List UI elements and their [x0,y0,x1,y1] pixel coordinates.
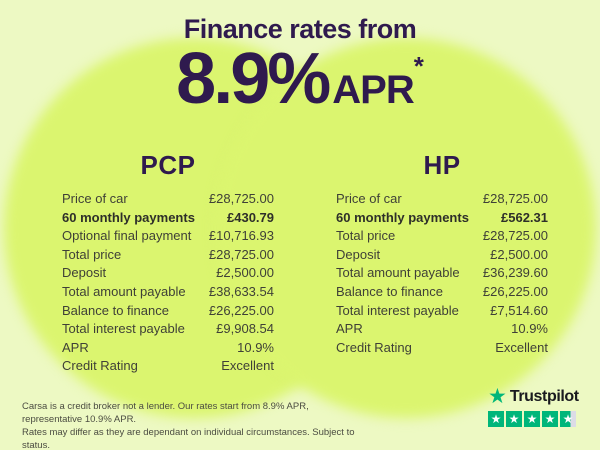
star-icon: ★ [488,411,504,427]
finance-row: Credit Rating Excellent [62,357,274,376]
row-value: 10.9% [511,321,548,337]
rate-value: 8.9% [176,39,331,119]
row-label: Deposit [62,265,107,281]
row-label: Total price [336,228,396,244]
finance-row: 60 monthly payments £430.79 [62,209,274,228]
finance-row: Total price £28,725.00 [62,246,274,265]
finance-row: Deposit £2,500.00 [336,246,548,265]
row-label: APR [336,321,363,337]
row-value: £28,725.00 [482,191,548,206]
row-value: Excellent [221,358,274,374]
row-label: Deposit [336,246,381,262]
row-value: £26,225.00 [482,283,548,299]
background-circle-right [216,38,596,418]
finance-row: Total interest payable £7,514.60 [336,302,548,321]
row-value: £28,725.00 [208,246,274,262]
row-value: £36,239.60 [482,265,548,281]
row-value: £7,514.60 [490,302,548,318]
star-icon: ★ [524,411,540,427]
row-value: 10.9% [237,339,274,355]
rate-suffix: APR [332,68,414,112]
trustpilot-badge: ★ Trustpilot ★ ★ ★ ★ ★ [488,386,580,427]
row-value: £26,225.00 [208,302,274,318]
row-value: Excellent [495,339,548,355]
rate-asterisk: * [413,51,424,81]
finance-row: Credit Rating Excellent [336,339,548,358]
disclaimer-text: Carsa is a credit broker not a lender. O… [22,400,362,450]
finance-row: Total price £28,725.00 [336,227,548,246]
finance-row: Total interest payable £9,908.54 [62,320,274,339]
finance-row: Total amount payable £36,239.60 [336,264,548,283]
row-label: 60 monthly payments [336,209,469,225]
row-label: 60 monthly payments [62,209,195,225]
trustpilot-star-icon: ★ [488,385,507,408]
row-label: Total interest payable [336,302,459,318]
pcp-column-title: PCP [140,150,196,180]
row-label: Credit Rating [62,358,138,374]
headline: Finance rates from [183,14,417,44]
row-value: £2,500.00 [490,246,548,262]
finance-row: Total amount payable £38,633.54 [62,283,274,302]
row-label: Balance to finance [62,302,169,318]
row-label: Total amount payable [62,283,186,299]
finance-row: 60 monthly payments £562.31 [336,209,548,228]
row-value: £430.79 [227,209,274,225]
row-value: £10,716.93 [208,228,274,244]
finance-row: Price of car £28,725.00 [62,190,274,209]
row-value: £9,908.54 [216,321,274,337]
row-label: Price of car [336,191,402,206]
row-label: Price of car [62,191,128,206]
row-label: Optional final payment [62,228,192,244]
row-label: Credit Rating [336,339,412,355]
finance-row: APR 10.9% [336,320,548,339]
finance-row: APR 10.9% [62,339,274,358]
row-label: Total amount payable [336,265,460,281]
row-value: £562.31 [501,209,548,225]
finance-row: Deposit £2,500.00 [62,264,274,283]
finance-row: Balance to finance £26,225.00 [62,302,274,321]
trustpilot-logo: ★ Trustpilot [488,386,580,407]
hp-column: HP Price of car £28,725.00 60 monthly pay… [336,150,548,357]
star-icon-half: ★ [560,411,576,427]
star-icon: ★ [542,411,558,427]
row-value: £2,500.00 [216,265,274,281]
disclaimer-line-2: Rates may differ as they are dependant o… [22,427,355,450]
finance-row: Optional final payment £10,716.93 [62,227,274,246]
pcp-column: PCP Price of car £28,725.00 60 monthly pa… [62,150,274,376]
row-label: Total interest payable [62,321,185,337]
finance-row: Price of car £28,725.00 [336,190,548,209]
disclaimer-line-1: Carsa is a credit broker not a lender. O… [22,401,309,425]
star-icon: ★ [506,411,522,427]
row-label: APR [62,339,89,355]
trustpilot-rating-stars: ★ ★ ★ ★ ★ [488,411,580,427]
finance-row: Balance to finance £26,225.00 [336,283,548,302]
hp-column-title: HP [423,150,461,180]
row-label: Total price [62,246,122,262]
row-value: £38,633.54 [208,283,274,299]
row-label: Balance to finance [336,283,443,299]
rate-line: 8.9% APR* [0,38,600,120]
row-value: £28,725.00 [482,228,548,244]
row-value: £28,725.00 [208,191,274,206]
trustpilot-wordmark: Trustpilot [509,387,579,405]
